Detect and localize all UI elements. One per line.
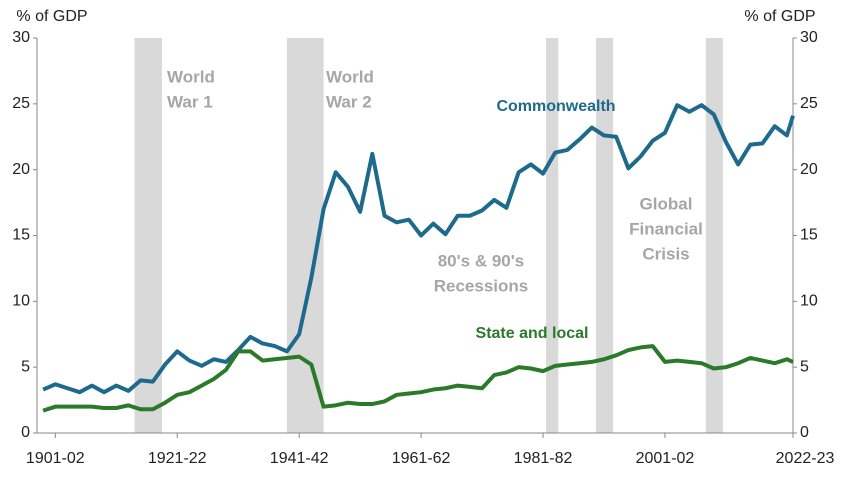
shaded-period: [134, 38, 162, 433]
annotation: World: [326, 67, 374, 86]
annotation: 80's & 90's: [438, 251, 525, 270]
x-tick-label: 1941-42: [270, 450, 329, 467]
series-line: [42, 103, 795, 395]
y2-tick-label: 25: [800, 95, 818, 112]
y-tick-label: 10: [12, 293, 30, 310]
x-tick-label: 1921-22: [148, 450, 207, 467]
y-tick-label: 20: [12, 161, 30, 178]
annotation: World: [167, 67, 215, 86]
y-tick-label: 5: [21, 358, 30, 375]
y2-tick-label: 5: [800, 358, 809, 375]
x-tick-label: 1901-02: [26, 450, 85, 467]
annotation: Crisis: [642, 244, 689, 263]
y2-tick-label: 10: [800, 293, 818, 310]
annotation: War 2: [326, 92, 372, 111]
y2-tick-label: 20: [800, 161, 818, 178]
annotation: Financial: [629, 219, 703, 238]
shaded-period: [546, 38, 559, 433]
series-label: Commonwealth: [496, 98, 615, 115]
y2-axis-label: % of GDP: [744, 8, 815, 25]
series-line: [42, 344, 794, 413]
shaded-period: [705, 38, 723, 433]
y-axis-label: % of GDP: [16, 8, 87, 25]
y-tick-label: 25: [12, 95, 30, 112]
y-tick-label: 15: [12, 227, 30, 244]
annotation: War 1: [167, 92, 213, 111]
y-tick-label: 30: [12, 29, 30, 46]
y2-tick-label: 15: [800, 227, 818, 244]
annotation: Recessions: [434, 276, 529, 295]
y-tick-label: 0: [21, 424, 30, 441]
y2-tick-label: 0: [800, 424, 809, 441]
series-label: State and local: [476, 325, 589, 342]
x-tick-label: 1981-82: [514, 450, 573, 467]
x-tick-label: 2001-02: [636, 450, 695, 467]
x-tick-label: 2022-23: [776, 450, 835, 467]
y2-tick-label: 30: [800, 29, 818, 46]
x-tick-label: 1961-62: [392, 450, 451, 467]
annotation: Global: [640, 194, 693, 213]
